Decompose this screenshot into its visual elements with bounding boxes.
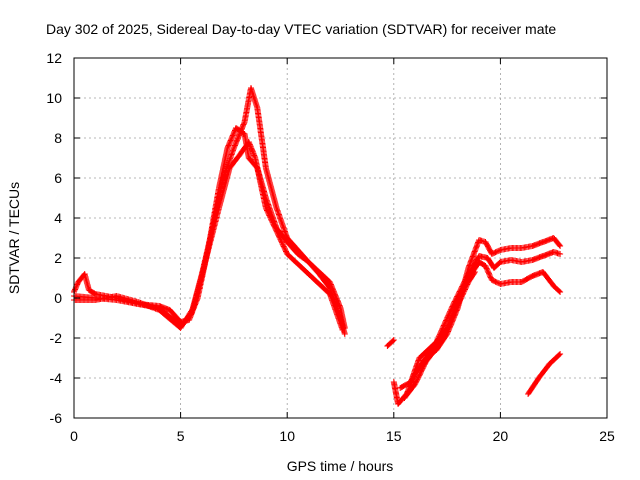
x-axis-ticks: 0 5 10 15 20 25 — [70, 58, 615, 444]
y-tick-label: 4 — [54, 210, 62, 226]
y-tick-label: -6 — [50, 410, 63, 426]
y-axis-ticks: -6 -4 -2 0 2 4 6 8 10 12 — [46, 50, 607, 426]
data-layer — [71, 85, 564, 407]
series-track-9 — [525, 351, 564, 397]
y-tick-label: -4 — [50, 370, 63, 386]
x-tick-label: 25 — [599, 428, 615, 444]
y-tick-label: 2 — [54, 250, 62, 266]
y-tick-label: -2 — [50, 330, 63, 346]
chart-title: Day 302 of 2025, Sidereal Day-to-day VTE… — [46, 21, 556, 37]
y-tick-label: 8 — [54, 130, 62, 146]
data-point-markers — [384, 337, 397, 349]
y-tick-label: 0 — [54, 290, 62, 306]
plot-frame — [73, 57, 608, 419]
x-tick-label: 15 — [386, 428, 402, 444]
y-axis-label: SDTVAR / TECUs — [6, 182, 22, 294]
x-tick-label: 20 — [493, 428, 509, 444]
x-tick-label: 0 — [70, 428, 78, 444]
grid — [74, 58, 607, 418]
y-tick-label: 12 — [46, 50, 62, 66]
y-tick-label: 10 — [46, 90, 62, 106]
x-tick-label: 5 — [177, 428, 185, 444]
data-point-markers — [422, 269, 478, 359]
series-track-8 — [422, 269, 478, 359]
x-axis-label: GPS time / hours — [287, 458, 394, 474]
x-tick-label: 10 — [279, 428, 295, 444]
y-tick-label: 6 — [54, 170, 62, 186]
series-track-7 — [384, 337, 397, 349]
data-point-markers — [525, 351, 564, 397]
